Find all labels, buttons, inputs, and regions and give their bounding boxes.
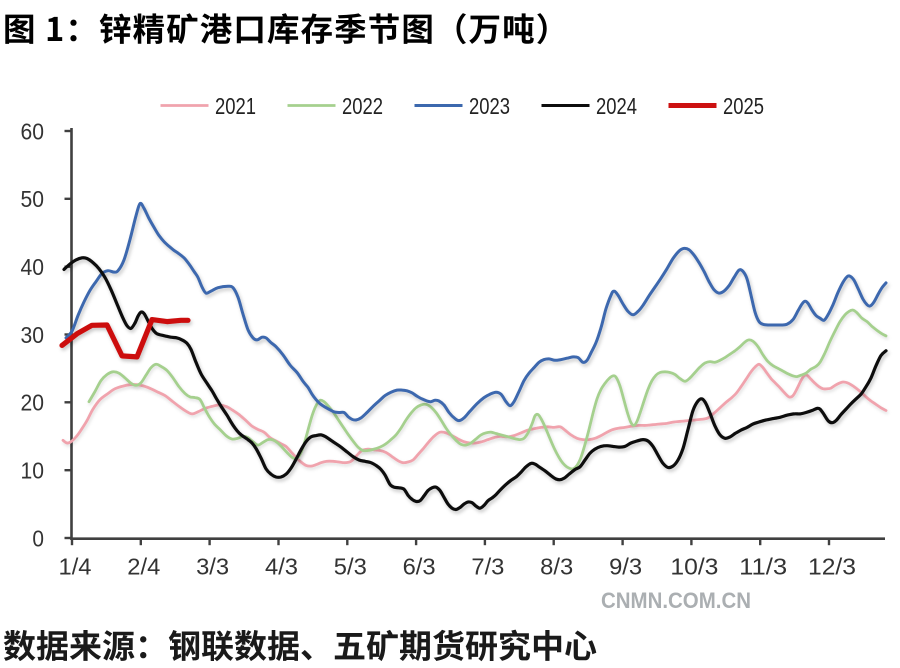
svg-text:2021: 2021 (215, 93, 256, 119)
svg-text:10/3: 10/3 (670, 554, 718, 580)
svg-text:8/3: 8/3 (540, 554, 573, 580)
svg-text:12/3: 12/3 (808, 554, 856, 580)
svg-text:2023: 2023 (469, 93, 510, 119)
svg-text:2/4: 2/4 (127, 554, 160, 580)
svg-text:4/3: 4/3 (265, 554, 298, 580)
svg-text:30: 30 (21, 322, 45, 348)
svg-text:11/3: 11/3 (739, 554, 787, 580)
svg-text:40: 40 (21, 254, 45, 280)
svg-text:20: 20 (21, 390, 45, 416)
svg-text:5/3: 5/3 (334, 554, 367, 580)
svg-text:7/3: 7/3 (471, 554, 504, 580)
svg-text:2025: 2025 (723, 93, 764, 119)
svg-text:9/3: 9/3 (609, 554, 642, 580)
svg-text:6/3: 6/3 (403, 554, 436, 580)
svg-text:10: 10 (21, 458, 45, 484)
svg-text:60: 60 (21, 118, 45, 144)
svg-text:CNMN.COM.CN: CNMN.COM.CN (601, 588, 751, 613)
svg-text:2024: 2024 (596, 93, 637, 119)
svg-text:3/3: 3/3 (196, 554, 229, 580)
svg-text:0: 0 (32, 525, 44, 551)
svg-text:1/4: 1/4 (59, 554, 92, 580)
svg-text:50: 50 (21, 186, 45, 212)
svg-text:2022: 2022 (342, 93, 383, 119)
